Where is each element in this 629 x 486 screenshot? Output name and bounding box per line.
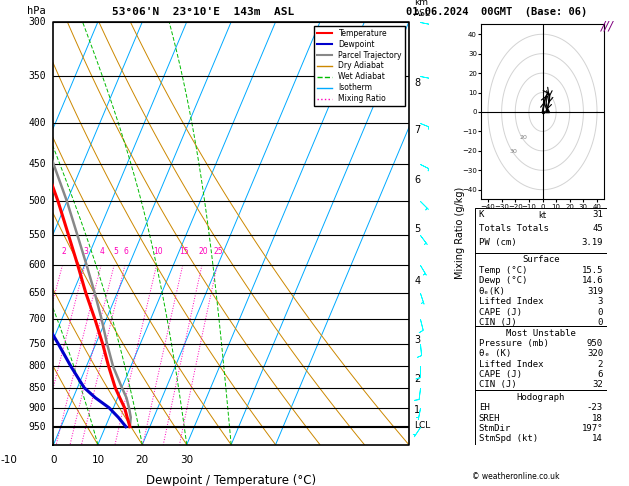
Text: 25: 25 xyxy=(214,247,223,256)
Text: 1: 1 xyxy=(26,247,30,256)
Text: 53°06'N  23°10'E  143m  ASL: 53°06'N 23°10'E 143m ASL xyxy=(111,7,294,17)
Text: Surface: Surface xyxy=(522,255,560,264)
Text: 300: 300 xyxy=(28,17,46,27)
Text: 5: 5 xyxy=(414,224,420,234)
Text: -23: -23 xyxy=(587,403,603,412)
Text: Lifted Index: Lifted Index xyxy=(479,297,543,306)
Text: 650: 650 xyxy=(28,288,46,298)
Text: 1: 1 xyxy=(414,405,420,416)
Text: Totals Totals: Totals Totals xyxy=(479,225,548,233)
Text: CAPE (J): CAPE (J) xyxy=(479,308,522,317)
Text: 2: 2 xyxy=(62,247,67,256)
Text: CIN (J): CIN (J) xyxy=(479,380,516,389)
Text: 850: 850 xyxy=(28,382,46,393)
Text: 800: 800 xyxy=(28,361,46,371)
Text: θₑ (K): θₑ (K) xyxy=(479,349,511,358)
Text: Most Unstable: Most Unstable xyxy=(506,329,576,338)
Text: 20: 20 xyxy=(136,455,149,465)
Text: 5: 5 xyxy=(113,247,118,256)
Text: 0: 0 xyxy=(598,308,603,317)
Text: K: K xyxy=(479,210,484,219)
Text: PW (cm): PW (cm) xyxy=(479,239,516,247)
Text: 197°: 197° xyxy=(582,424,603,433)
X-axis label: kt: kt xyxy=(538,211,547,220)
Text: CAPE (J): CAPE (J) xyxy=(479,370,522,379)
Text: EH: EH xyxy=(479,403,489,412)
Text: 0: 0 xyxy=(50,455,57,465)
Text: -10: -10 xyxy=(1,455,18,465)
Text: hPa: hPa xyxy=(27,5,46,16)
Text: Temp (°C): Temp (°C) xyxy=(479,266,527,275)
Text: Lifted Index: Lifted Index xyxy=(479,360,543,368)
Text: 15.5: 15.5 xyxy=(582,266,603,275)
Text: 3: 3 xyxy=(414,335,420,346)
Text: 30: 30 xyxy=(510,149,518,154)
Text: Dewp (°C): Dewp (°C) xyxy=(479,276,527,285)
Text: 7: 7 xyxy=(414,125,420,135)
Text: 900: 900 xyxy=(28,403,46,413)
Text: 3.19: 3.19 xyxy=(582,239,603,247)
Text: 2: 2 xyxy=(598,360,603,368)
Text: 450: 450 xyxy=(28,159,46,169)
Text: 3: 3 xyxy=(84,247,89,256)
Text: 10: 10 xyxy=(91,455,104,465)
Text: 4: 4 xyxy=(100,247,105,256)
Text: StmDir: StmDir xyxy=(479,424,511,433)
Text: 6: 6 xyxy=(414,174,420,185)
Text: 8: 8 xyxy=(414,78,420,88)
Text: 20: 20 xyxy=(520,135,527,140)
Text: 0: 0 xyxy=(598,318,603,327)
Text: Pressure (mb): Pressure (mb) xyxy=(479,339,548,348)
Text: 6: 6 xyxy=(124,247,129,256)
Text: 14.6: 14.6 xyxy=(582,276,603,285)
Text: θₑ(K): θₑ(K) xyxy=(479,287,506,295)
Text: 700: 700 xyxy=(28,314,46,325)
Text: 15: 15 xyxy=(179,247,189,256)
Text: 320: 320 xyxy=(587,349,603,358)
Text: 6: 6 xyxy=(598,370,603,379)
Text: 14: 14 xyxy=(593,434,603,444)
Text: LCL: LCL xyxy=(414,421,430,430)
Text: 4: 4 xyxy=(414,277,420,286)
Text: 950: 950 xyxy=(28,422,46,432)
Text: 600: 600 xyxy=(28,260,46,270)
Text: SREH: SREH xyxy=(479,414,500,422)
Text: 750: 750 xyxy=(28,339,46,348)
Text: Mixing Ratio (g/kg): Mixing Ratio (g/kg) xyxy=(455,187,465,279)
Text: 950: 950 xyxy=(587,339,603,348)
Text: 319: 319 xyxy=(587,287,603,295)
Text: 20: 20 xyxy=(198,247,208,256)
Text: 30: 30 xyxy=(180,455,193,465)
Legend: Temperature, Dewpoint, Parcel Trajectory, Dry Adiabat, Wet Adiabat, Isotherm, Mi: Temperature, Dewpoint, Parcel Trajectory… xyxy=(314,26,405,106)
Text: km
ASL: km ASL xyxy=(414,0,431,17)
Text: 32: 32 xyxy=(593,380,603,389)
Text: 350: 350 xyxy=(28,71,46,81)
Text: 31: 31 xyxy=(593,210,603,219)
Text: 10: 10 xyxy=(153,247,163,256)
Text: CIN (J): CIN (J) xyxy=(479,318,516,327)
Text: 400: 400 xyxy=(28,118,46,128)
Text: 45: 45 xyxy=(593,225,603,233)
Text: ///: /// xyxy=(601,19,613,33)
Text: 550: 550 xyxy=(28,230,46,240)
Text: 2: 2 xyxy=(414,374,420,384)
Text: 01.06.2024  00GMT  (Base: 06): 01.06.2024 00GMT (Base: 06) xyxy=(406,7,587,17)
Text: 3: 3 xyxy=(598,297,603,306)
Text: © weatheronline.co.uk: © weatheronline.co.uk xyxy=(472,472,560,481)
Text: Hodograph: Hodograph xyxy=(517,393,565,401)
Text: StmSpd (kt): StmSpd (kt) xyxy=(479,434,538,444)
Text: Dewpoint / Temperature (°C): Dewpoint / Temperature (°C) xyxy=(146,474,316,486)
Text: 500: 500 xyxy=(28,196,46,206)
Text: 18: 18 xyxy=(593,414,603,422)
